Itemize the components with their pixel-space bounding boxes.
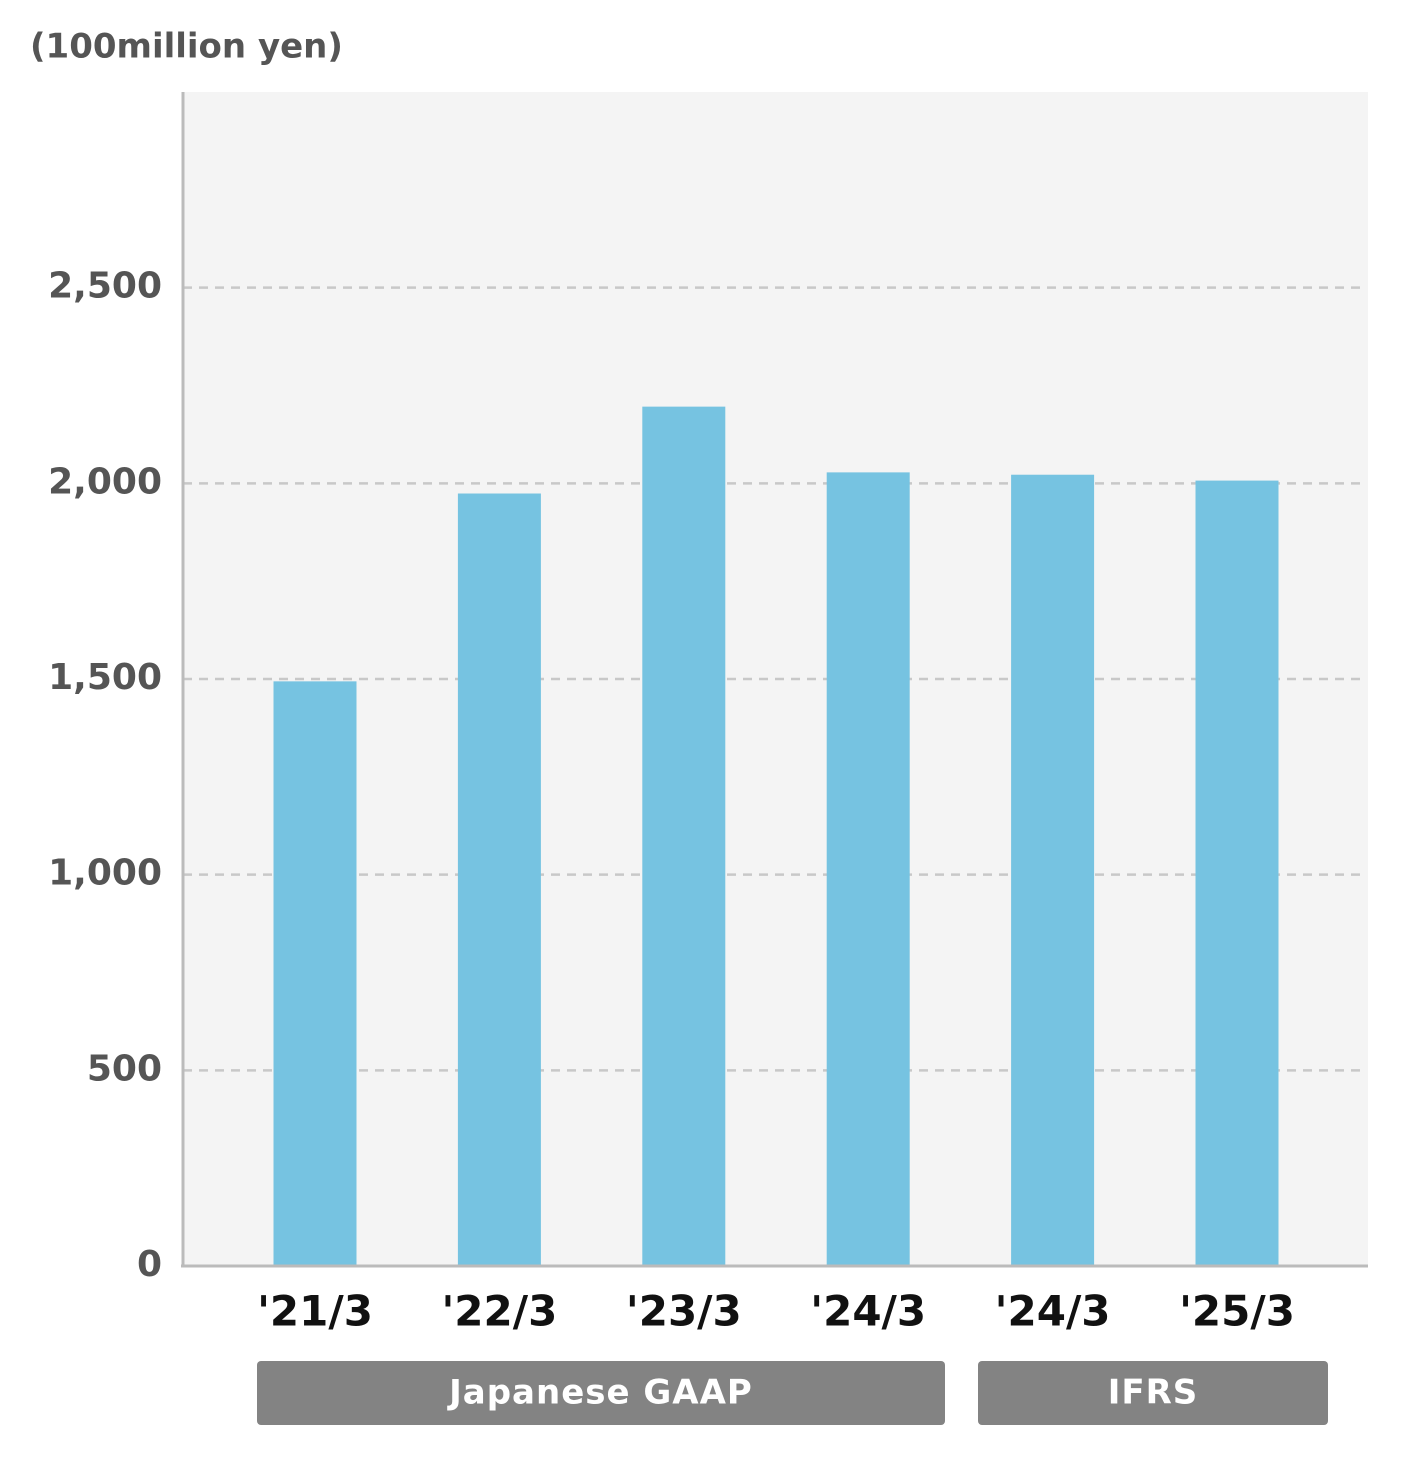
y-tick-label: 2,000: [48, 461, 162, 502]
x-tick-label: '24/3: [810, 1287, 926, 1336]
y-tick-label: 2,500: [48, 266, 162, 307]
y-tick-label: 500: [87, 1048, 162, 1089]
x-tick-label: '23/3: [626, 1287, 742, 1336]
bar: [1011, 474, 1095, 1266]
bar: [1195, 480, 1279, 1266]
bar: [642, 406, 726, 1267]
x-tick-label: '22/3: [441, 1287, 557, 1336]
bar: [273, 681, 357, 1266]
unit-label: (100million yen): [30, 27, 343, 67]
bar: [826, 472, 910, 1267]
x-tick-label: '25/3: [1179, 1287, 1295, 1336]
x-tick-label: '24/3: [995, 1287, 1111, 1336]
group-label: Japanese GAAP: [447, 1373, 753, 1413]
x-tick-label: '21/3: [257, 1287, 373, 1336]
y-tick-label: 1,500: [48, 657, 162, 698]
y-tick-label: 1,000: [48, 853, 162, 894]
y-tick-label: 0: [137, 1244, 162, 1285]
group-box: [257, 1361, 945, 1425]
group-box: [978, 1361, 1328, 1425]
bar: [457, 493, 541, 1266]
group-label: IFRS: [1108, 1373, 1199, 1413]
